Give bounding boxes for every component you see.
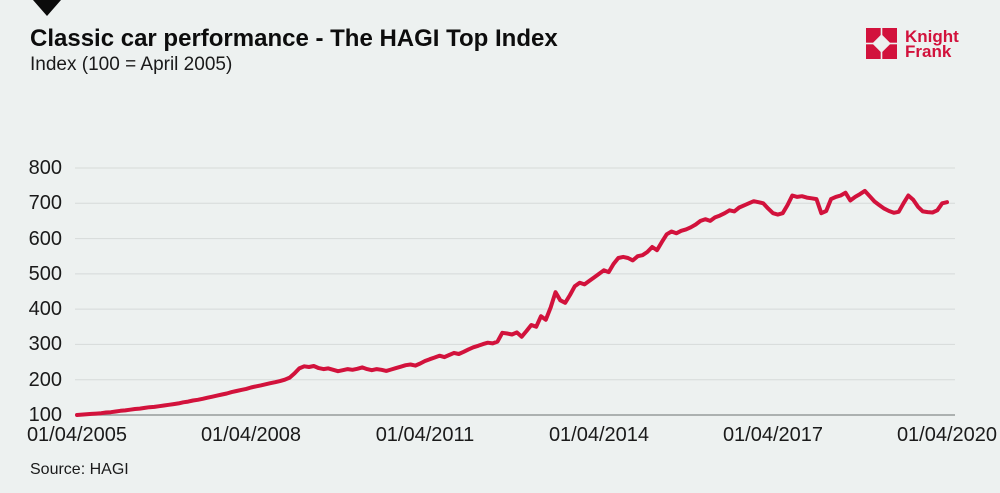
brand-line-2: Frank xyxy=(905,42,952,61)
x-axis-label: 01/04/2005 xyxy=(26,424,128,446)
index-line xyxy=(75,188,949,417)
y-axis-label: 300 xyxy=(28,333,62,356)
y-axis-label: 200 xyxy=(28,368,62,391)
knight-frank-wordmark: Knight Frank xyxy=(905,27,959,61)
brand-line-1: Knight xyxy=(905,27,959,46)
y-axis-label: 700 xyxy=(28,192,62,215)
y-axis-label: 800 xyxy=(28,157,62,179)
x-axis-label: 01/04/2017 xyxy=(722,424,824,446)
y-axis-label: 100 xyxy=(28,404,62,426)
chart-subtitle: Index (100 = April 2005) xyxy=(30,54,233,75)
x-axis-label: 01/04/2014 xyxy=(548,424,650,446)
x-axis-label: 01/04/2020 xyxy=(896,424,998,446)
knight-frank-logo: Knight Frank xyxy=(866,27,959,61)
y-axis-label: 600 xyxy=(28,227,62,250)
y-axis-label: 400 xyxy=(28,298,62,321)
knight-frank-logo-icon xyxy=(866,28,897,59)
y-axis-label: 500 xyxy=(28,262,62,285)
x-axis-label: 01/04/2008 xyxy=(200,424,302,446)
chart-title: Classic car performance - The HAGI Top I… xyxy=(30,25,558,52)
source-note: Source: HAGI xyxy=(30,461,129,478)
x-axis-label: 01/04/2011 xyxy=(375,424,475,446)
